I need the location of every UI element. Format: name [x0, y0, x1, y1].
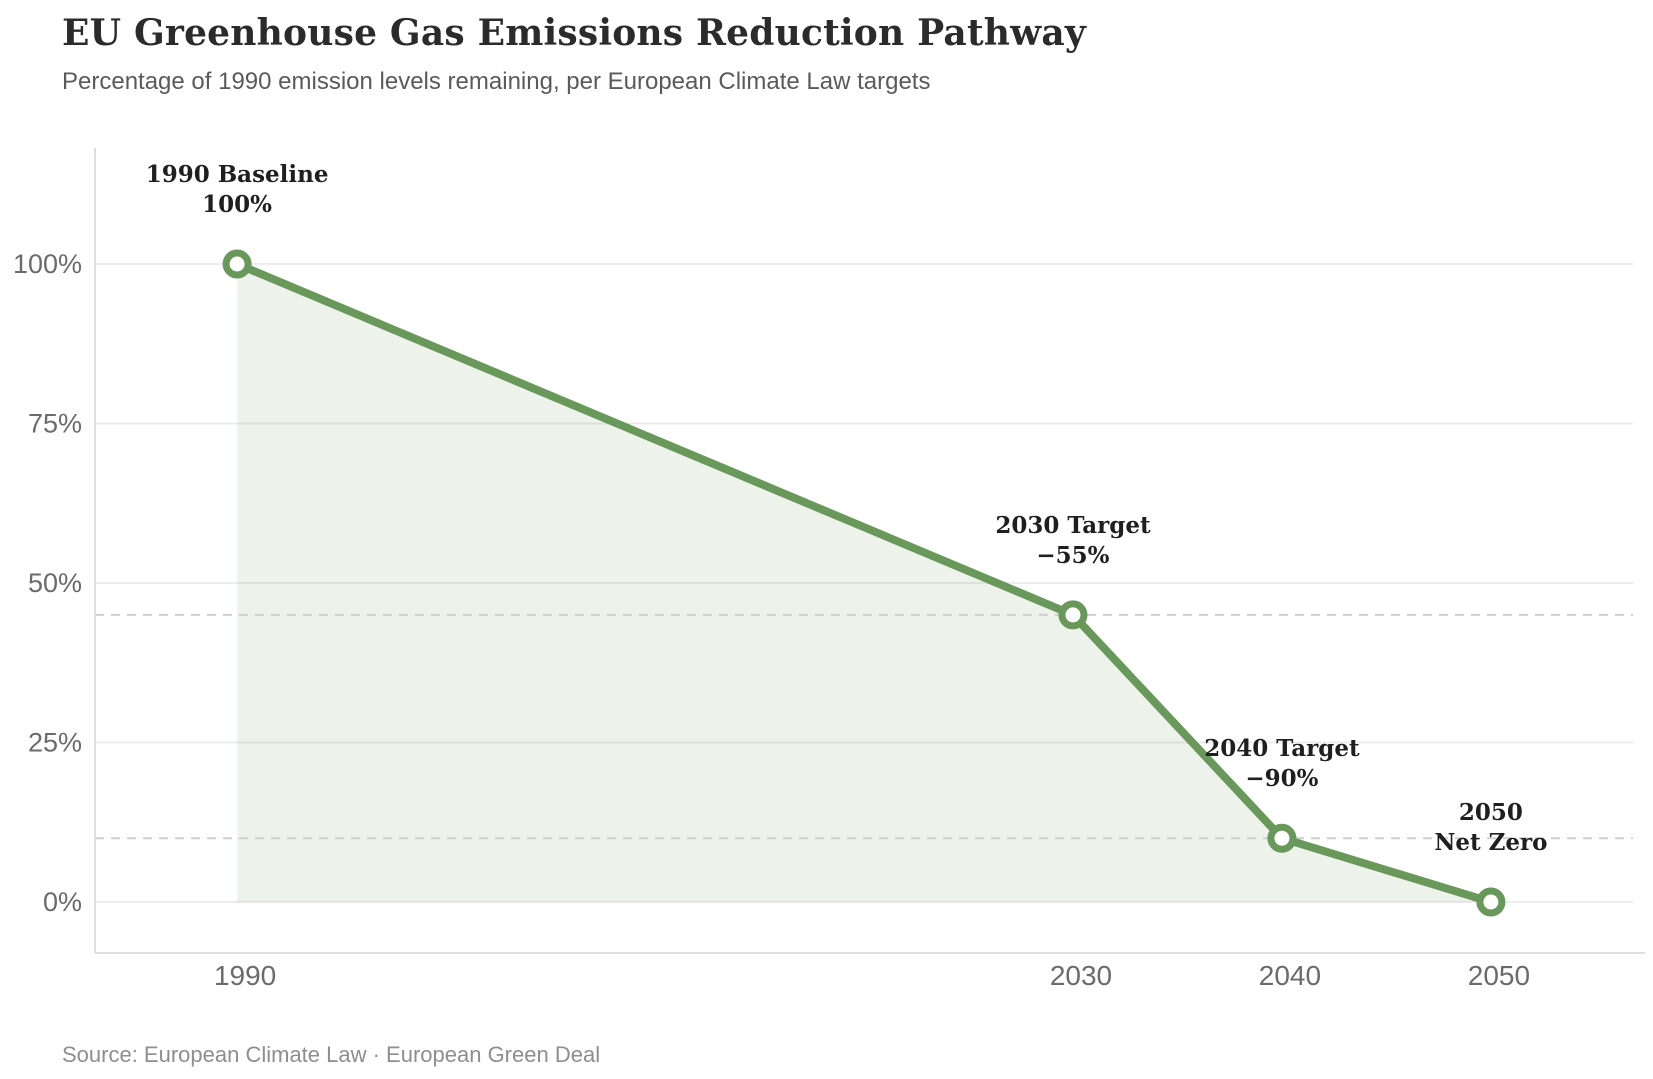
data-point-marker-2040	[1267, 823, 1297, 853]
y-tick-label: 0%	[43, 887, 82, 917]
x-tick-label: 2040	[1259, 960, 1321, 991]
data-point-marker-2030	[1058, 600, 1088, 630]
annotation-line1: 1990 Baseline	[146, 161, 329, 188]
emissions-pathway-line	[233, 260, 1495, 906]
area-fill	[237, 264, 1491, 902]
annotation-line2: −55%	[1036, 542, 1109, 569]
x-tick-label: 2050	[1468, 960, 1530, 991]
y-tick-label: 75%	[28, 409, 82, 439]
data-point-marker-2050	[1476, 887, 1506, 917]
data-point-marker-1990	[222, 249, 252, 279]
annotation-line1: 2040 Target	[1204, 735, 1360, 762]
y-tick-label: 25%	[28, 728, 82, 758]
y-tick-label: 100%	[13, 249, 82, 279]
annotation-line2: Net Zero	[1434, 829, 1547, 856]
source-caption: Source: European Climate Law · European …	[62, 1042, 601, 1067]
annotation-line2: −90%	[1245, 765, 1318, 792]
annotation-line2: 100%	[202, 191, 272, 218]
chart-subtitle: Percentage of 1990 emission levels remai…	[62, 68, 931, 95]
x-tick-label: 2030	[1050, 960, 1112, 991]
annotation-line1: 2050	[1459, 799, 1523, 826]
annotation-line1: 2030 Target	[995, 512, 1151, 539]
y-tick-label: 50%	[28, 568, 82, 598]
chart-title: EU Greenhouse Gas Emissions Reduction Pa…	[62, 12, 1086, 54]
x-tick-label: 1990	[214, 960, 276, 991]
